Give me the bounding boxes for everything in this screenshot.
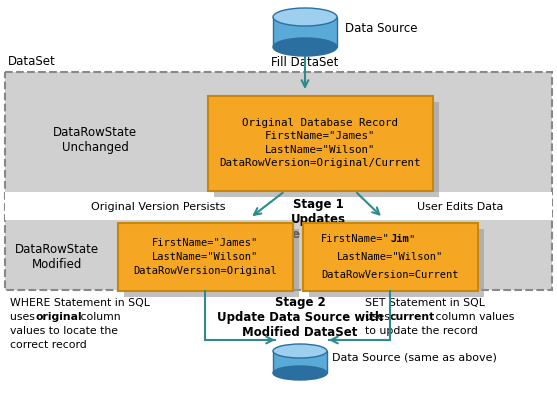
FancyBboxPatch shape (5, 192, 552, 220)
FancyBboxPatch shape (302, 223, 477, 291)
Text: current: current (390, 312, 435, 322)
Text: User Edits Data: User Edits Data (417, 202, 503, 212)
Text: Fill DataSet: Fill DataSet (271, 56, 339, 68)
Text: Data Source: Data Source (345, 21, 418, 34)
Text: original: original (35, 312, 82, 322)
FancyBboxPatch shape (309, 229, 483, 297)
Text: Original Version Persists: Original Version Persists (91, 202, 225, 212)
Text: SET Statement in SQL: SET Statement in SQL (365, 298, 485, 308)
Polygon shape (273, 351, 327, 373)
Text: DataRowVersion=Current: DataRowVersion=Current (321, 270, 459, 280)
Text: FirstName="James"
LastName="Wilson"
DataRowVersion=Original: FirstName="James" LastName="Wilson" Data… (133, 239, 277, 276)
Polygon shape (273, 17, 337, 47)
Text: column: column (77, 312, 121, 322)
Text: to update the record: to update the record (365, 326, 478, 336)
FancyBboxPatch shape (208, 96, 432, 190)
Text: Stage 2
Update Data Source with
Modified DataSet: Stage 2 Update Data Source with Modified… (217, 296, 383, 339)
Text: WHERE Statement in SQL: WHERE Statement in SQL (10, 298, 150, 308)
Text: Data Source (same as above): Data Source (same as above) (332, 353, 497, 363)
Text: LastName="Wilson": LastName="Wilson" (337, 252, 443, 262)
Text: FirstName=": FirstName=" (321, 234, 390, 244)
Text: DataSet: DataSet (8, 55, 56, 68)
FancyBboxPatch shape (118, 223, 292, 291)
Text: values to locate the: values to locate the (10, 326, 118, 336)
Text: column values: column values (432, 312, 514, 322)
Text: DataRowState
Modified: DataRowState Modified (15, 243, 99, 271)
Text: Original Database Record
FirstName="James"
LastName="Wilson"
DataRowVersion=Orig: Original Database Record FirstName="Jame… (219, 118, 421, 168)
Text: uses: uses (365, 312, 393, 322)
Ellipse shape (273, 8, 337, 26)
Text: Jim: Jim (390, 234, 409, 244)
Ellipse shape (273, 38, 337, 56)
FancyBboxPatch shape (213, 102, 438, 196)
Text: DataRowState
Unchanged: DataRowState Unchanged (53, 126, 137, 154)
FancyBboxPatch shape (5, 72, 552, 290)
Ellipse shape (273, 344, 327, 358)
Text: uses: uses (10, 312, 38, 322)
FancyBboxPatch shape (124, 229, 299, 297)
Text: correct record: correct record (10, 340, 87, 350)
Ellipse shape (273, 366, 327, 380)
Text: Stage 1
Updates
the DataSet: Stage 1 Updates the DataSet (278, 198, 358, 241)
Text: ": " (408, 234, 414, 244)
